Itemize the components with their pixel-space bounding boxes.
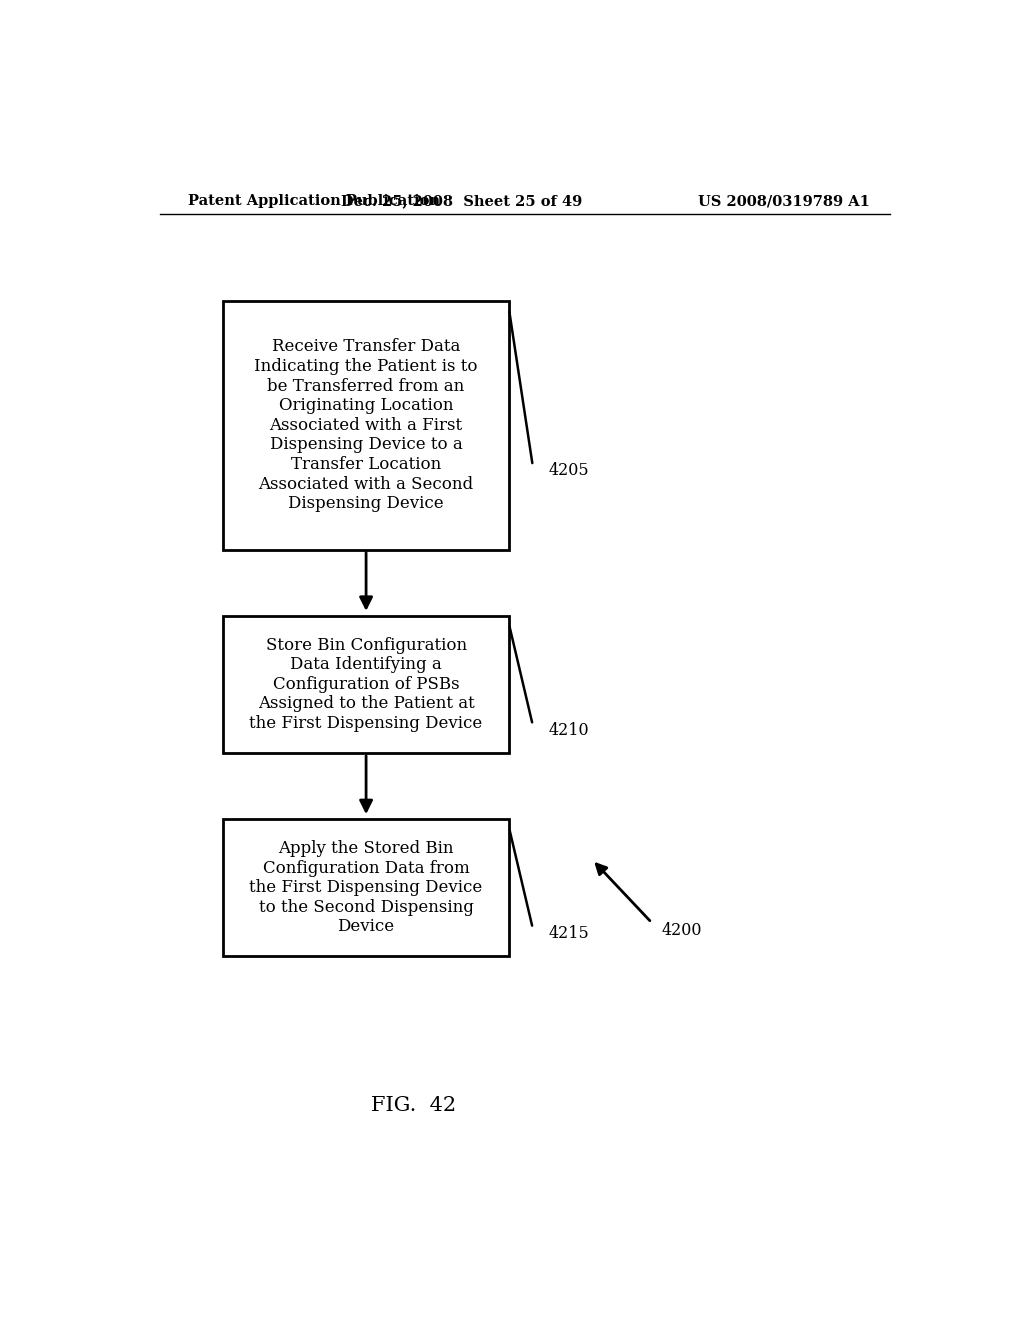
FancyBboxPatch shape <box>223 818 509 956</box>
Text: Store Bin Configuration
Data Identifying a
Configuration of PSBs
Assigned to the: Store Bin Configuration Data Identifying… <box>250 636 482 733</box>
Text: US 2008/0319789 A1: US 2008/0319789 A1 <box>698 194 870 209</box>
FancyBboxPatch shape <box>223 301 509 549</box>
Text: Apply the Stored Bin
Configuration Data from
the First Dispensing Device
to the : Apply the Stored Bin Configuration Data … <box>250 840 482 936</box>
Text: 4205: 4205 <box>549 462 589 479</box>
FancyBboxPatch shape <box>223 615 509 752</box>
Text: FIG.  42: FIG. 42 <box>371 1096 457 1115</box>
Text: Receive Transfer Data
Indicating the Patient is to
be Transferred from an
Origin: Receive Transfer Data Indicating the Pat… <box>254 338 478 512</box>
Text: Patent Application Publication: Patent Application Publication <box>187 194 439 209</box>
Text: 4215: 4215 <box>549 925 590 942</box>
Text: 4200: 4200 <box>662 923 701 940</box>
Text: Dec. 25, 2008  Sheet 25 of 49: Dec. 25, 2008 Sheet 25 of 49 <box>341 194 582 209</box>
Text: 4210: 4210 <box>549 722 589 739</box>
